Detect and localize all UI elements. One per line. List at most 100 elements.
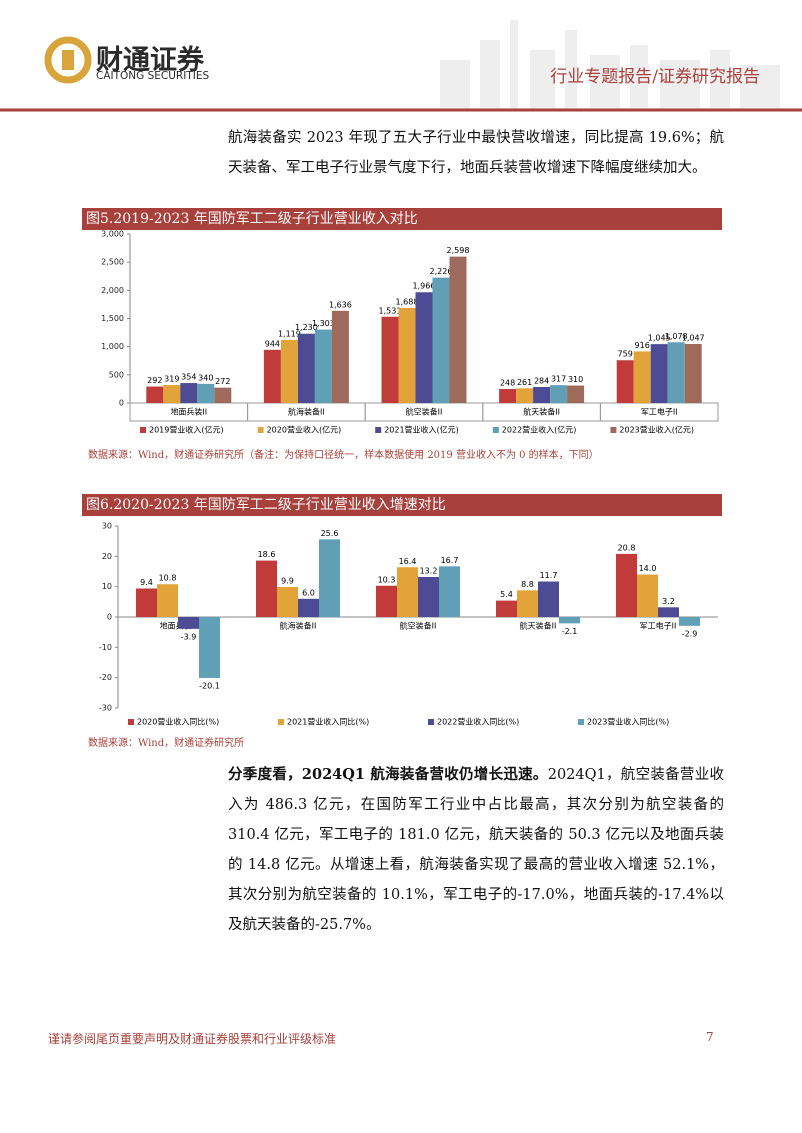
page-number: 7 [706,1030,714,1044]
value-label: 6.0 [302,588,315,597]
value-label: 13.2 [420,566,438,575]
bar [178,617,199,629]
value-label: 248 [500,379,515,388]
legend-swatch [610,427,617,433]
x-tick-label: 军工电子II [640,621,677,631]
value-label: 1,636 [329,300,352,309]
bar [381,316,399,403]
bar [256,560,277,617]
value-label: 25.6 [321,529,339,538]
bar [319,539,340,617]
value-label: 2,598 [447,246,470,255]
header-art [0,20,802,112]
bar [398,307,416,403]
bar [314,329,332,403]
value-label: 9.4 [140,578,153,587]
legend-label: 2023营业收入同比(%) [587,717,669,727]
legend-label: 2020营业收入(亿元) [267,425,342,435]
paragraph-text: 2024Q1，航空装备营业收入为 486.3 亿元，在国防军工行业中占比最高，其… [228,767,724,933]
y-tick-label: 500 [109,370,124,379]
bar [667,342,685,403]
bar [376,585,397,617]
legend-swatch [257,427,264,433]
legend-label: 2021营业收入同比(%) [287,717,369,727]
legend-label: 2023营业收入(亿元) [619,425,694,435]
bar [616,553,637,617]
value-label: 16.7 [441,556,459,565]
value-label: 944 [265,339,280,348]
bar [418,576,439,617]
bar [146,386,164,403]
bar [331,310,349,403]
bar [157,584,178,617]
source: 数据来源：Wind，财通证券研究所 [88,738,245,749]
value-label: 317 [551,375,566,384]
y-tick-label: 30 [102,522,112,531]
value-label: 261 [517,378,532,387]
value-label: 3.2 [662,597,675,606]
value-label: 292 [147,376,162,385]
value-label: 18.6 [258,550,276,559]
bar [516,388,534,403]
y-tick-label: 0 [119,399,124,408]
x-tick-label: 航空装备II [406,407,443,417]
value-label: -3.9 [181,632,197,641]
value-label: 9.9 [281,576,294,585]
value-label: -2.9 [682,629,698,638]
report-type: 行业专题报告/证券研究报告 [550,67,760,87]
y-tick-label: 1,500 [101,314,124,323]
legend-label: 2022营业收入(亿元) [502,425,577,435]
value-label: -2.1 [562,627,578,636]
value-label: 1,303 [312,319,335,328]
bar [658,607,679,617]
value-label: 759 [618,350,633,359]
bar [277,586,298,617]
bar [180,383,198,403]
legend-label: 2019营业收入(亿元) [149,425,224,435]
bar [432,277,450,403]
bar [616,360,634,403]
paragraph-lead: 分季度看，2024Q1 航海装备营收仍增长迅速。 [228,766,548,783]
bar [136,588,157,617]
bar [533,387,551,403]
bar [650,344,668,403]
y-tick-label: 2,500 [101,258,124,267]
bar [550,385,568,403]
legend-label: 2020营业收入同比(%) [137,717,219,727]
bar [397,567,418,617]
bar [559,617,580,624]
bar [679,617,700,626]
bar [439,566,460,617]
chart: -30-20-100102030地面兵装II9.410.8-3.9-20.1航海… [99,522,718,727]
legend-swatch [578,719,584,725]
bar [449,256,467,403]
bar [263,349,281,403]
y-tick-label: -10 [99,643,112,652]
value-label: 1,966 [413,282,436,291]
value-label: 916 [635,341,650,350]
bar [496,600,517,617]
x-tick-label: 地面兵装II [170,407,207,417]
y-tick-label: 0 [107,613,112,622]
bar [415,292,433,403]
bar [684,344,702,403]
bar [567,385,585,403]
source: 数据来源：Wind，财通证券研究所（备注：为保持口径统一，样本数据使用 2019… [88,450,599,461]
y-tick-label: 3,000 [101,230,124,239]
footer-note: 谨请参阅尾页重要声明及财通证券股票和行业评级标准 [48,1032,337,1046]
bar [197,383,215,403]
value-label: 310 [568,375,583,384]
value-label: 11.7 [540,571,558,580]
bar [163,385,181,403]
bar [297,333,315,403]
value-label: 284 [534,377,549,386]
value-label: 8.8 [521,580,534,589]
logo-text: 财通证券 [96,45,204,76]
bar [280,339,298,403]
y-tick-label: 10 [102,582,112,591]
legend-swatch [492,427,499,433]
value-label: 1,078 [665,332,688,341]
value-label: 354 [181,373,196,382]
